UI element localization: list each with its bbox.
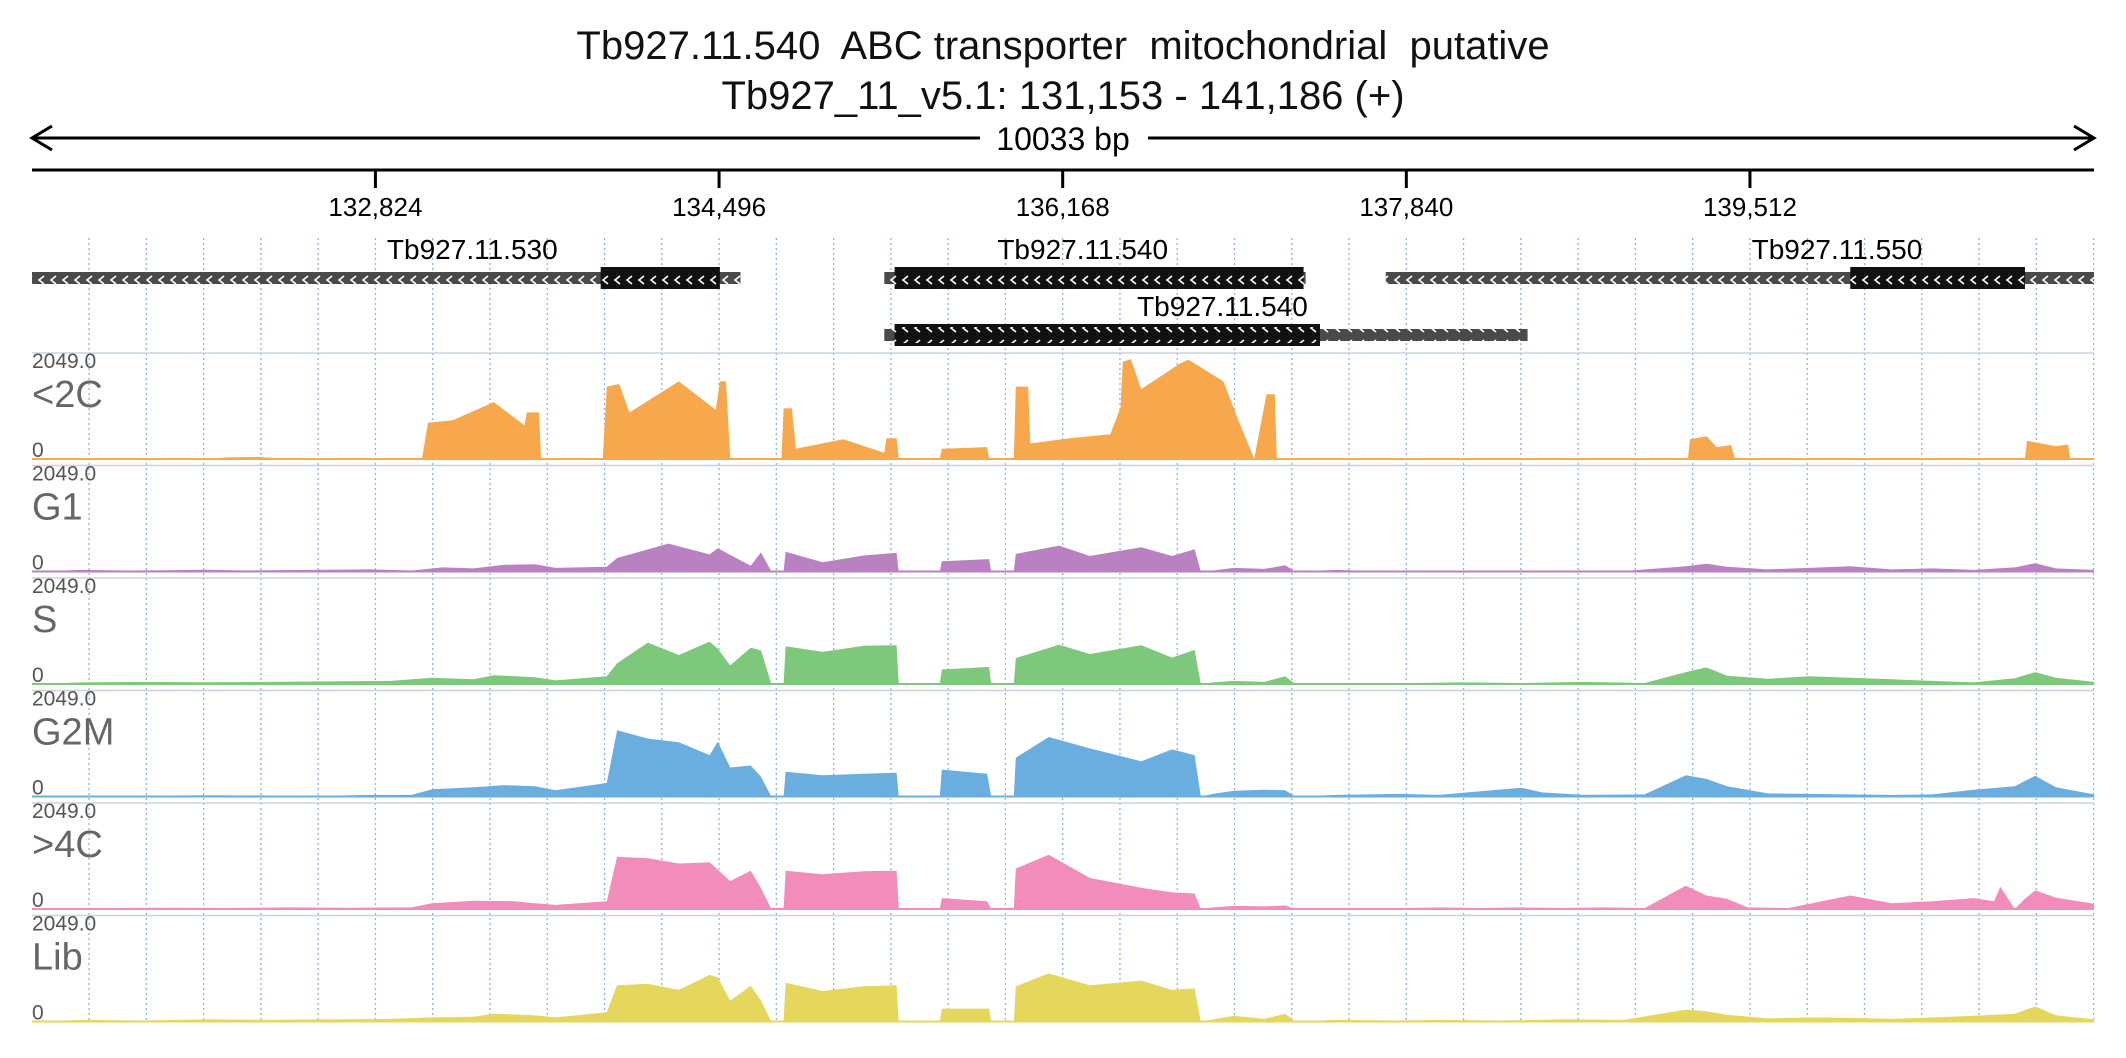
gene-track: Tb927.11.530 Tb927.11.540 Tb927.11.550 Tb92…: [32, 234, 2094, 346]
coverage-area: [32, 854, 2094, 909]
track-name: Lib: [32, 937, 83, 979]
ruler-tick-label: 139,512: [1703, 192, 1797, 222]
track-name: S: [32, 599, 57, 641]
strand-chevrons: [894, 327, 1321, 343]
track-max-label: 2049.0: [32, 800, 96, 823]
strand-chevrons: [32, 272, 741, 284]
track-min-label: 0: [32, 439, 44, 462]
gene-label: Tb927.11.540: [1137, 291, 1308, 322]
coverage-track: 2049.0S 0: [32, 575, 2094, 687]
strand-chevrons: [1850, 270, 2025, 286]
gene-model: Tb927.11.540: [884, 234, 1306, 289]
track-max-label: 2049.0: [32, 350, 96, 373]
ruler-tick-label: 132,824: [328, 192, 422, 222]
grid-lines: [88, 238, 2095, 1022]
coverage-track: 2049.0>4C 0: [32, 800, 2094, 912]
coordinate-ruler: 132,824 134,496 136,168 137,840 139,512: [32, 168, 2094, 222]
gene-label: Tb927.11.530: [387, 234, 558, 265]
ruler-tick-label: 137,840: [1359, 192, 1453, 222]
coverage-area: [32, 730, 2094, 797]
gene-model: Tb927.11.550: [1385, 234, 2094, 289]
span-label: 10033 bp: [996, 121, 1129, 157]
track-max-label: 2049.0: [32, 688, 96, 711]
track-name: G1: [32, 487, 83, 529]
track-max-label: 2049.0: [32, 913, 96, 936]
coverage-area: [32, 641, 2094, 684]
gene-label: Tb927.11.550: [1752, 234, 1923, 265]
track-max-label: 2049.0: [32, 463, 96, 486]
track-min-label: 0: [32, 889, 44, 912]
gene-model: Tb927.11.530: [32, 234, 741, 289]
scale-arrow: 10033 bp: [29, 121, 2097, 157]
track-max-label: 2049.0: [32, 575, 96, 598]
track-name: <2C: [32, 374, 103, 416]
coverage-track: 2049.0G1 0: [32, 463, 2094, 575]
gene-model: Tb927.11.540: [884, 291, 1528, 346]
coverage-tracks: 2049.0<2C02049.0G102049.0S02049.0G2M0204…: [32, 350, 2094, 1025]
track-name: >4C: [32, 824, 103, 866]
track-min-label: 0: [32, 777, 44, 800]
track-min-label: 0: [32, 1002, 44, 1025]
coverage-track: 2049.0<2C 0: [32, 350, 2094, 462]
strand-chevrons: [894, 270, 1304, 286]
track-min-label: 0: [32, 664, 44, 687]
coordinates-subtitle: Tb927_11_v5.1: 131,153 - 141,186 (+): [721, 74, 1405, 118]
coverage-area: [32, 973, 2094, 1022]
ruler-tick-label: 136,168: [1016, 192, 1110, 222]
track-min-label: 0: [32, 552, 44, 575]
ruler-tick-label: 134,496: [672, 192, 766, 222]
coverage-area: [32, 543, 2094, 572]
strand-chevrons: [600, 270, 720, 286]
page-title: Tb927.11.540 ABC transporter mitochondri…: [576, 24, 1550, 68]
track-name: G2M: [32, 712, 114, 754]
gene-label: Tb927.11.540: [997, 234, 1168, 265]
